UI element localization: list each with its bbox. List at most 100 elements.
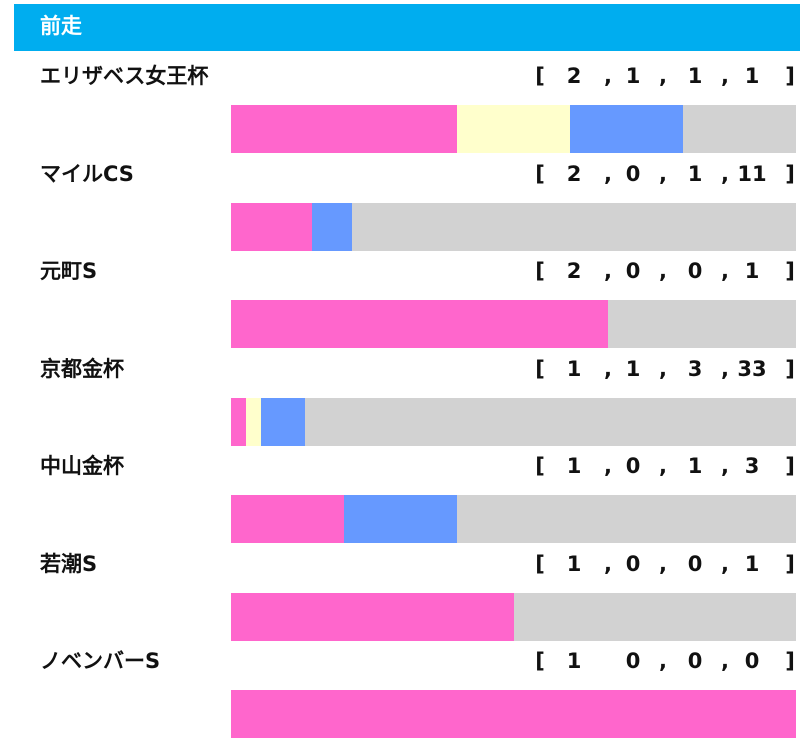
race-name: 京都金杯 (40, 356, 124, 381)
record-token: 1 (625, 64, 641, 88)
record-token: ] (785, 161, 795, 186)
record-token: ] (785, 356, 795, 381)
bar-segment-first (231, 202, 312, 251)
bar-segment-other (352, 202, 796, 251)
record-token: 0 (625, 161, 641, 186)
bar-segment-first (231, 690, 796, 738)
record-token: , (659, 161, 667, 186)
bar-segment-other (305, 397, 796, 446)
race-row: マイルCS [2, 0, 1, 11] (0, 153, 800, 251)
record-token: 1 (687, 64, 703, 88)
record-token: 3 (687, 356, 703, 381)
result-bar (231, 300, 796, 348)
record-token: 3 (744, 454, 760, 478)
record-token: , (721, 356, 729, 381)
record-token: , (604, 551, 612, 576)
record-token: , (721, 649, 729, 673)
record-token: [ (535, 649, 545, 673)
record-token: 1 (625, 356, 641, 381)
record-token: 2 (566, 259, 582, 283)
record-token: 1 (687, 161, 703, 186)
record-token: 1 (566, 356, 582, 381)
race-record: [1, 1, 3, 33] (534, 348, 800, 390)
record-token: , (659, 356, 667, 381)
record-token: , (721, 454, 729, 478)
record-token: , (721, 551, 729, 576)
race-record: [2, 0, 1, 11] (534, 153, 800, 195)
record-token: 1 (566, 649, 582, 673)
bar-segment-other (607, 300, 796, 348)
bar-segment-first (231, 495, 344, 543)
race-name: 中山金杯 (40, 454, 124, 478)
bar-segment-third (570, 105, 683, 153)
race-row: 中山金杯 [1, 0, 1, 3] (0, 445, 800, 543)
record-token: , (721, 64, 729, 88)
result-bar (231, 592, 796, 641)
race-record: [1, 0, 0, 1] (534, 543, 800, 585)
bar-segment-third (344, 495, 457, 543)
record-token: , (721, 161, 729, 186)
record-token: , (604, 356, 612, 381)
result-bar (231, 690, 796, 738)
record-token: 1 (566, 454, 582, 478)
record-token: 2 (566, 161, 582, 186)
record-token: [ (535, 259, 545, 283)
record-token: 1 (744, 551, 760, 576)
record-token: 1 (566, 551, 582, 576)
record-token: ] (785, 454, 795, 478)
bar-segment-first (231, 300, 608, 348)
chart-header: 前走 (14, 4, 800, 51)
record-token: , (604, 454, 612, 478)
record-token: 0 (687, 259, 703, 283)
record-token: 0 (687, 551, 703, 576)
race-name: ノベンバーS (40, 649, 161, 673)
record-token: , (659, 64, 667, 88)
record-token: [ (535, 64, 545, 88)
race-record: [1 0, 0, 0] (534, 640, 800, 682)
race-name: エリザベス女王杯 (40, 64, 209, 88)
result-bar (231, 495, 796, 543)
record-token: 0 (687, 649, 703, 673)
record-token: ] (785, 64, 795, 88)
record-token: , (604, 64, 612, 88)
race-row: エリザベス女王杯 [2, 1, 1, 1] (0, 55, 800, 153)
record-token: [ (535, 356, 545, 381)
record-token: [ (535, 454, 545, 478)
record-token: ] (785, 551, 795, 576)
bar-segment-second (457, 105, 570, 153)
bar-segment-other (457, 495, 796, 543)
chart-title: 前走 (40, 14, 82, 38)
race-record: [2, 0, 0, 1] (534, 250, 800, 292)
race-row: 京都金杯 [1, 1, 3, 33] (0, 348, 800, 446)
record-token: , (659, 551, 667, 576)
record-token: 1 (744, 64, 760, 88)
record-token: , (659, 259, 667, 283)
record-token: 0 (625, 649, 641, 673)
record-token: 0 (744, 649, 760, 673)
race-row: ノベンバーS [1 0, 0, 0] (0, 640, 800, 738)
bar-segment-third (260, 397, 306, 446)
bar-segment-first (231, 397, 246, 446)
bar-segment-third (311, 202, 353, 251)
race-name: マイルCS (40, 161, 134, 186)
record-token: , (604, 161, 612, 186)
race-name: 元町S (40, 259, 98, 283)
record-token: ] (785, 649, 795, 673)
record-token: 33 (737, 356, 767, 381)
bar-segment-other (513, 592, 796, 641)
record-token: , (659, 649, 667, 673)
race-row: 元町S [2, 0, 0, 1] (0, 250, 800, 348)
record-token: 2 (566, 64, 582, 88)
record-token: ] (785, 259, 795, 283)
race-name: 若潮S (40, 551, 98, 576)
record-token: , (721, 259, 729, 283)
record-token: 0 (625, 454, 641, 478)
record-token: 0 (625, 551, 641, 576)
record-token: [ (535, 161, 545, 186)
race-record: [1, 0, 1, 3] (534, 445, 800, 487)
bar-segment-first (231, 105, 457, 153)
record-token: [ (535, 551, 545, 576)
record-token: 0 (625, 259, 641, 283)
race-record: [2, 1, 1, 1] (534, 55, 800, 97)
